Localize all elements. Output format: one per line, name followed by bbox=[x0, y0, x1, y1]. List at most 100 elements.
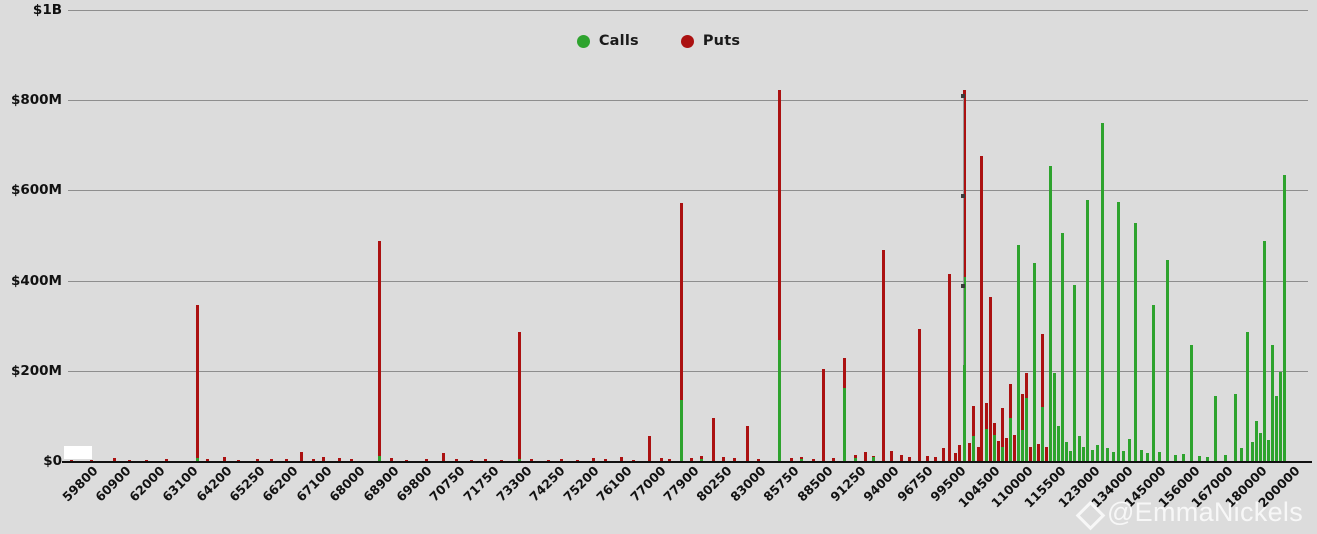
bar-calls[interactable] bbox=[1041, 406, 1044, 461]
bar-calls[interactable] bbox=[1140, 449, 1143, 461]
bar-calls[interactable] bbox=[800, 458, 803, 461]
bar-calls[interactable] bbox=[1057, 425, 1060, 461]
bar-puts[interactable] bbox=[405, 459, 408, 461]
bar-calls[interactable] bbox=[1009, 417, 1012, 461]
bar-puts[interactable] bbox=[1045, 446, 1048, 461]
bar-calls[interactable] bbox=[1267, 440, 1270, 461]
bar-puts[interactable] bbox=[700, 455, 703, 461]
bar-calls[interactable] bbox=[843, 387, 846, 461]
bar-puts[interactable] bbox=[832, 457, 835, 461]
bar-calls[interactable] bbox=[1049, 165, 1052, 461]
bar-puts[interactable] bbox=[900, 454, 903, 461]
bar-calls[interactable] bbox=[1082, 447, 1085, 461]
bar-calls[interactable] bbox=[1190, 344, 1193, 461]
bar-calls[interactable] bbox=[1198, 455, 1201, 461]
bar-puts[interactable] bbox=[958, 445, 961, 461]
bar-calls[interactable] bbox=[1251, 442, 1254, 461]
bar-puts[interactable] bbox=[455, 459, 458, 461]
bar-puts[interactable] bbox=[977, 447, 980, 461]
bar-calls[interactable] bbox=[1283, 174, 1286, 461]
bar-puts[interactable] bbox=[812, 459, 815, 461]
bar-puts[interactable] bbox=[712, 418, 715, 461]
bar-calls[interactable] bbox=[1128, 439, 1131, 461]
bar-calls[interactable] bbox=[1017, 245, 1020, 461]
bar-puts[interactable] bbox=[165, 459, 168, 461]
bar-calls[interactable] bbox=[1271, 344, 1274, 461]
bar-calls[interactable] bbox=[1174, 454, 1177, 461]
bar-puts[interactable] bbox=[1013, 434, 1016, 461]
bar-puts[interactable] bbox=[223, 456, 226, 461]
bar-calls[interactable] bbox=[1021, 430, 1024, 461]
bar-puts[interactable] bbox=[934, 457, 937, 461]
bar-puts[interactable] bbox=[442, 452, 445, 461]
bar-puts[interactable] bbox=[942, 448, 945, 461]
bar-calls[interactable] bbox=[196, 458, 199, 461]
bar-puts[interactable] bbox=[1021, 394, 1024, 461]
bar-calls[interactable] bbox=[1259, 433, 1262, 461]
bar-calls[interactable] bbox=[1096, 444, 1099, 461]
bar-calls[interactable] bbox=[1158, 451, 1161, 461]
bar-puts[interactable] bbox=[425, 459, 428, 461]
bar-calls[interactable] bbox=[1122, 451, 1125, 461]
bar-puts[interactable] bbox=[312, 458, 315, 461]
bar-puts[interactable] bbox=[1005, 437, 1008, 461]
bar-calls[interactable] bbox=[1053, 372, 1056, 461]
bar-calls[interactable] bbox=[1279, 371, 1282, 461]
bar-puts[interactable] bbox=[822, 368, 825, 461]
bar-puts[interactable] bbox=[790, 458, 793, 461]
bar-puts[interactable] bbox=[196, 305, 199, 461]
bar-calls[interactable] bbox=[993, 434, 996, 461]
bar-calls[interactable] bbox=[1224, 454, 1227, 461]
bar-puts[interactable] bbox=[882, 249, 885, 461]
bar-calls[interactable] bbox=[1263, 241, 1266, 461]
bar-calls[interactable] bbox=[1106, 448, 1109, 461]
bar-calls[interactable] bbox=[1065, 442, 1068, 461]
bar-puts[interactable] bbox=[113, 457, 116, 461]
bar-puts[interactable] bbox=[338, 458, 341, 461]
bar-puts[interactable] bbox=[778, 90, 781, 461]
bar-puts[interactable] bbox=[680, 203, 683, 461]
bar-puts[interactable] bbox=[980, 156, 983, 461]
bar-calls[interactable] bbox=[1206, 456, 1209, 461]
bar-puts[interactable] bbox=[560, 458, 563, 461]
bar-puts[interactable] bbox=[530, 459, 533, 461]
bar-calls[interactable] bbox=[1182, 453, 1185, 461]
bar-calls[interactable] bbox=[872, 457, 875, 461]
bar-calls[interactable] bbox=[985, 428, 988, 461]
bar-calls[interactable] bbox=[963, 277, 966, 461]
bar-puts[interactable] bbox=[722, 457, 725, 461]
bar-puts[interactable] bbox=[989, 296, 992, 461]
bar-puts[interactable] bbox=[668, 459, 671, 461]
bar-calls[interactable] bbox=[1091, 450, 1094, 461]
bar-puts[interactable] bbox=[518, 332, 521, 461]
bar-puts[interactable] bbox=[1029, 447, 1032, 461]
bar-puts[interactable] bbox=[1041, 333, 1044, 461]
bar-calls[interactable] bbox=[1078, 436, 1081, 461]
bar-calls[interactable] bbox=[378, 455, 381, 461]
bar-puts[interactable] bbox=[128, 459, 131, 461]
bar-puts[interactable] bbox=[963, 90, 966, 461]
bar-puts[interactable] bbox=[390, 458, 393, 461]
bar-calls[interactable] bbox=[1146, 452, 1149, 461]
bar-calls[interactable] bbox=[1255, 421, 1258, 461]
bar-calls[interactable] bbox=[1166, 260, 1169, 461]
bar-puts[interactable] bbox=[757, 458, 760, 461]
bar-puts[interactable] bbox=[648, 436, 651, 461]
bar-puts[interactable] bbox=[378, 240, 381, 461]
bar-puts[interactable] bbox=[322, 457, 325, 461]
bar-puts[interactable] bbox=[576, 459, 579, 461]
bar-calls[interactable] bbox=[1033, 262, 1036, 461]
bar-puts[interactable] bbox=[237, 459, 240, 461]
bar-calls[interactable] bbox=[1214, 395, 1217, 461]
bar-puts[interactable] bbox=[918, 329, 921, 461]
bar-calls[interactable] bbox=[1240, 448, 1243, 461]
bar-puts[interactable] bbox=[206, 458, 209, 461]
bar-puts[interactable] bbox=[70, 459, 73, 461]
bar-calls[interactable] bbox=[1025, 397, 1028, 461]
bar-puts[interactable] bbox=[690, 458, 693, 461]
bar-puts[interactable] bbox=[484, 458, 487, 461]
bar-puts[interactable] bbox=[604, 459, 607, 461]
bar-puts[interactable] bbox=[350, 459, 353, 461]
bar-puts[interactable] bbox=[854, 454, 857, 461]
bar-calls[interactable] bbox=[700, 458, 703, 461]
